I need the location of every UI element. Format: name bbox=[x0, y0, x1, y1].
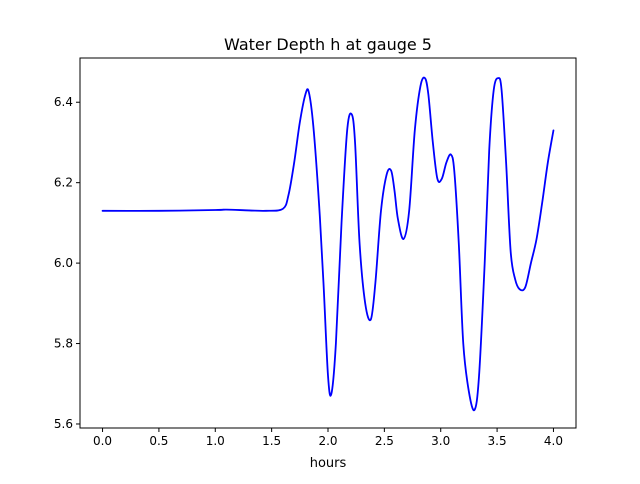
x-tick-label: 1.5 bbox=[262, 434, 281, 448]
y-tick-label: 6.2 bbox=[54, 176, 73, 190]
y-axis-ticks: 5.6 5.8 6.0 6.2 6.4 bbox=[54, 95, 80, 431]
x-tick-label: 0.0 bbox=[93, 434, 112, 448]
series-line bbox=[101, 76, 555, 412]
x-tick-label: 3.5 bbox=[488, 434, 507, 448]
plot-area-frame bbox=[79, 57, 577, 429]
x-tick-label: 4.0 bbox=[544, 434, 563, 448]
x-axis-label: hours bbox=[310, 456, 347, 471]
x-tick-label: 0.5 bbox=[149, 434, 168, 448]
x-tick-label: 1.0 bbox=[206, 434, 225, 448]
x-axis-ticks: 0.0 0.5 1.0 1.5 2.0 2.5 3.0 3.5 4.0 bbox=[93, 428, 563, 448]
y-tick-label: 6.4 bbox=[54, 95, 73, 109]
chart-title: Water Depth h at gauge 5 bbox=[224, 35, 432, 54]
y-tick-label: 5.8 bbox=[54, 337, 73, 351]
x-tick-label: 2.5 bbox=[375, 434, 394, 448]
x-tick-label: 2.0 bbox=[318, 434, 337, 448]
series-layer bbox=[101, 76, 555, 412]
x-tick-label: 3.0 bbox=[431, 434, 450, 448]
y-tick-label: 6.0 bbox=[54, 256, 73, 270]
y-tick-label: 5.6 bbox=[54, 417, 73, 431]
